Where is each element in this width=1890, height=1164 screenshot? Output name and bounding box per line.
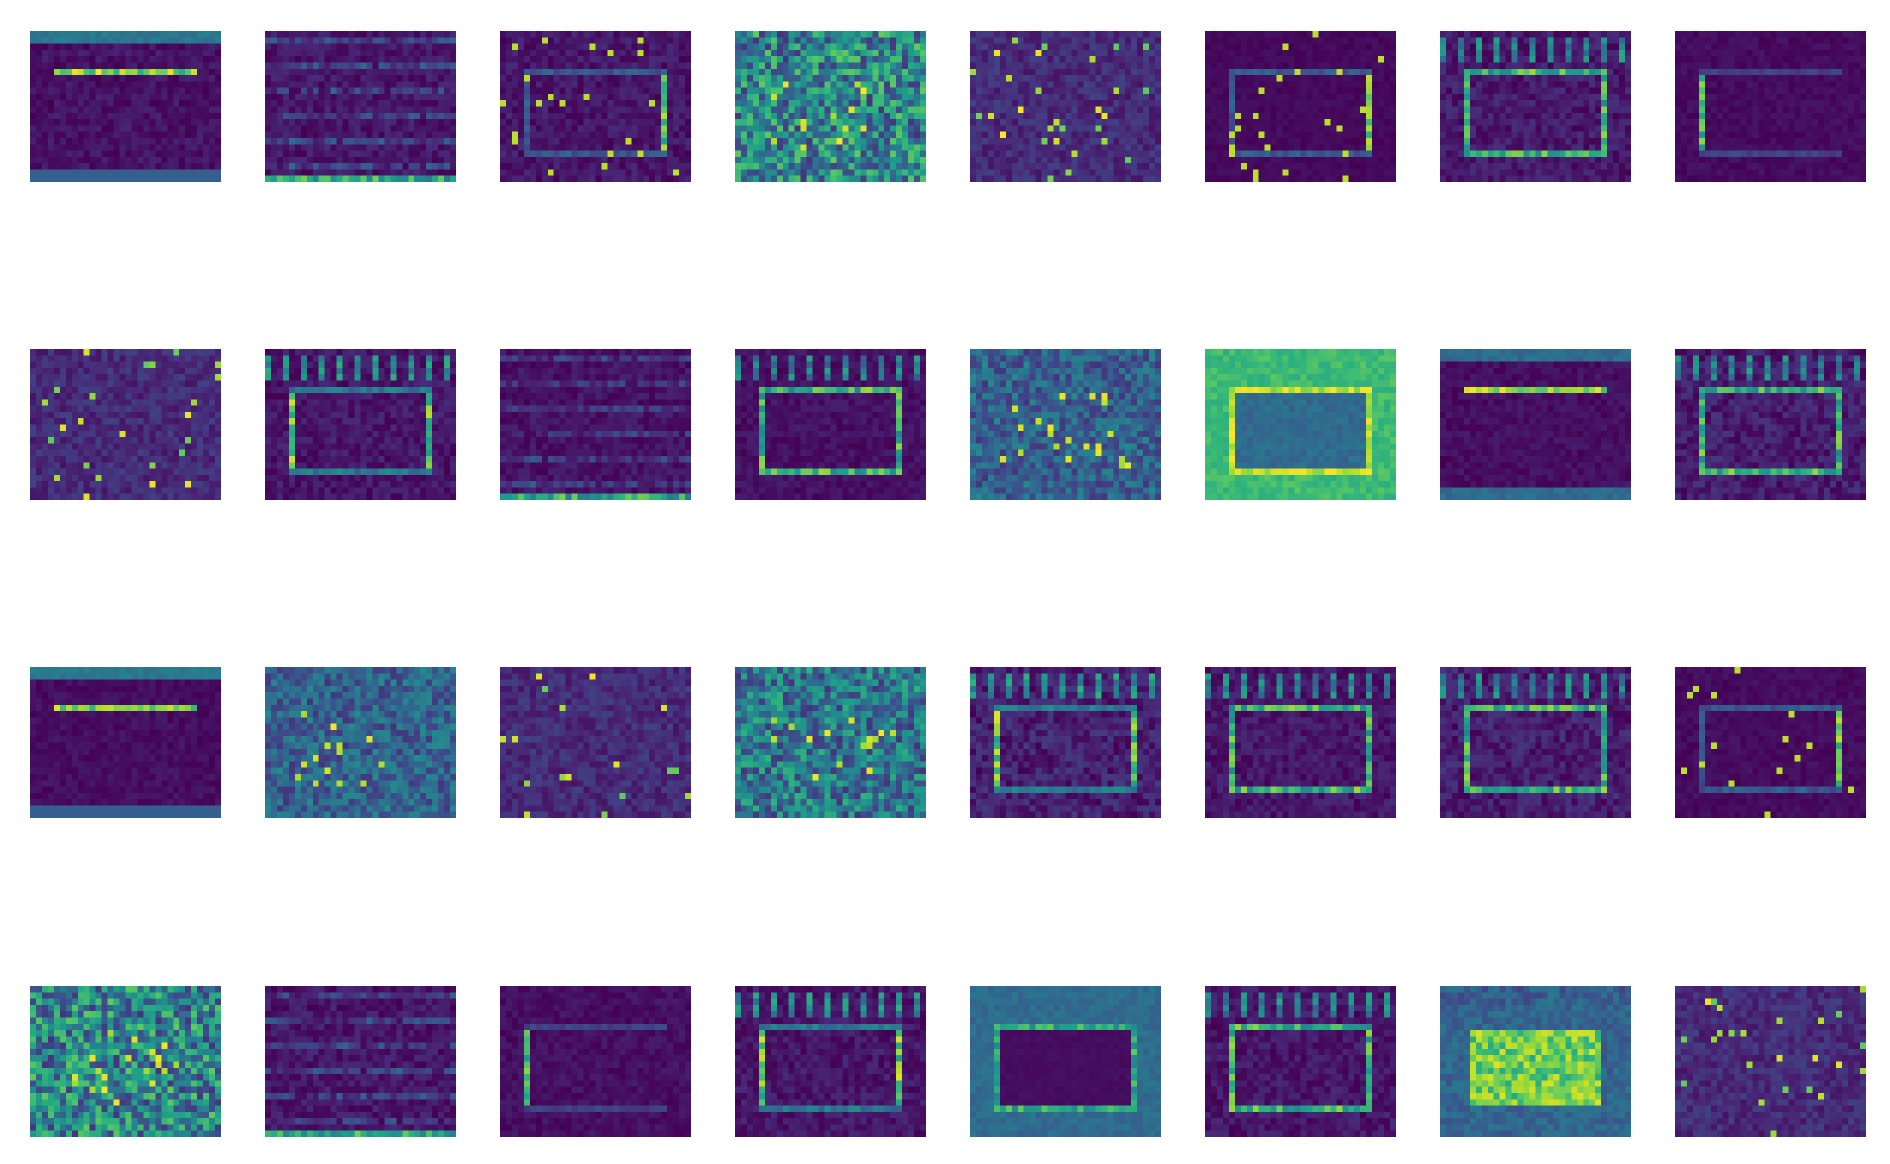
feature-map-image xyxy=(1440,986,1631,1137)
feature-map-2 xyxy=(500,31,691,182)
feature-map-19 xyxy=(735,667,926,818)
feature-map-9 xyxy=(265,349,456,500)
feature-map-image xyxy=(265,986,456,1137)
feature-map-image xyxy=(1205,31,1396,182)
feature-map-30 xyxy=(1440,986,1631,1137)
feature-map-14 xyxy=(1440,349,1631,500)
feature-map-24 xyxy=(30,986,221,1137)
feature-map-6 xyxy=(1440,31,1631,182)
feature-map-13 xyxy=(1205,349,1396,500)
feature-map-image xyxy=(1205,349,1396,500)
feature-map-12 xyxy=(970,349,1161,500)
feature-map-image xyxy=(500,349,691,500)
feature-map-image xyxy=(1205,986,1396,1137)
feature-map-4 xyxy=(970,31,1161,182)
feature-map-7 xyxy=(1675,31,1866,182)
feature-map-28 xyxy=(970,986,1161,1137)
feature-map-image xyxy=(30,349,221,500)
feature-map-20 xyxy=(970,667,1161,818)
feature-map-image xyxy=(500,31,691,182)
feature-map-image xyxy=(265,349,456,500)
feature-map-image xyxy=(1440,349,1631,500)
feature-map-image xyxy=(970,349,1161,500)
feature-map-25 xyxy=(265,986,456,1137)
feature-map-image xyxy=(735,986,926,1137)
feature-map-image xyxy=(1675,349,1866,500)
feature-map-5 xyxy=(1205,31,1396,182)
feature-map-image xyxy=(30,986,221,1137)
feature-map-image xyxy=(1675,667,1866,818)
feature-map-11 xyxy=(735,349,926,500)
feature-map-0 xyxy=(30,31,221,182)
feature-map-image xyxy=(500,986,691,1137)
feature-map-10 xyxy=(500,349,691,500)
feature-map-image xyxy=(1675,31,1866,182)
feature-map-image xyxy=(735,31,926,182)
feature-map-image xyxy=(30,667,221,818)
feature-map-image xyxy=(1205,667,1396,818)
feature-map-image xyxy=(735,349,926,500)
feature-map-8 xyxy=(30,349,221,500)
feature-map-17 xyxy=(265,667,456,818)
feature-map-image xyxy=(265,667,456,818)
feature-map-29 xyxy=(1205,986,1396,1137)
feature-map-26 xyxy=(500,986,691,1137)
feature-map-31 xyxy=(1675,986,1866,1137)
feature-map-image xyxy=(500,667,691,818)
feature-map-image xyxy=(1440,667,1631,818)
feature-map-image xyxy=(970,667,1161,818)
feature-map-15 xyxy=(1675,349,1866,500)
feature-map-22 xyxy=(1440,667,1631,818)
feature-map-image xyxy=(265,31,456,182)
feature-map-image xyxy=(1675,986,1866,1137)
feature-map-image xyxy=(735,667,926,818)
feature-map-18 xyxy=(500,667,691,818)
feature-map-27 xyxy=(735,986,926,1137)
feature-map-3 xyxy=(735,31,926,182)
feature-map-image xyxy=(970,986,1161,1137)
feature-map-1 xyxy=(265,31,456,182)
feature-map-image xyxy=(30,31,221,182)
feature-map-image xyxy=(1440,31,1631,182)
feature-map-21 xyxy=(1205,667,1396,818)
feature-map-16 xyxy=(30,667,221,818)
feature-map-image xyxy=(970,31,1161,182)
feature-map-23 xyxy=(1675,667,1866,818)
